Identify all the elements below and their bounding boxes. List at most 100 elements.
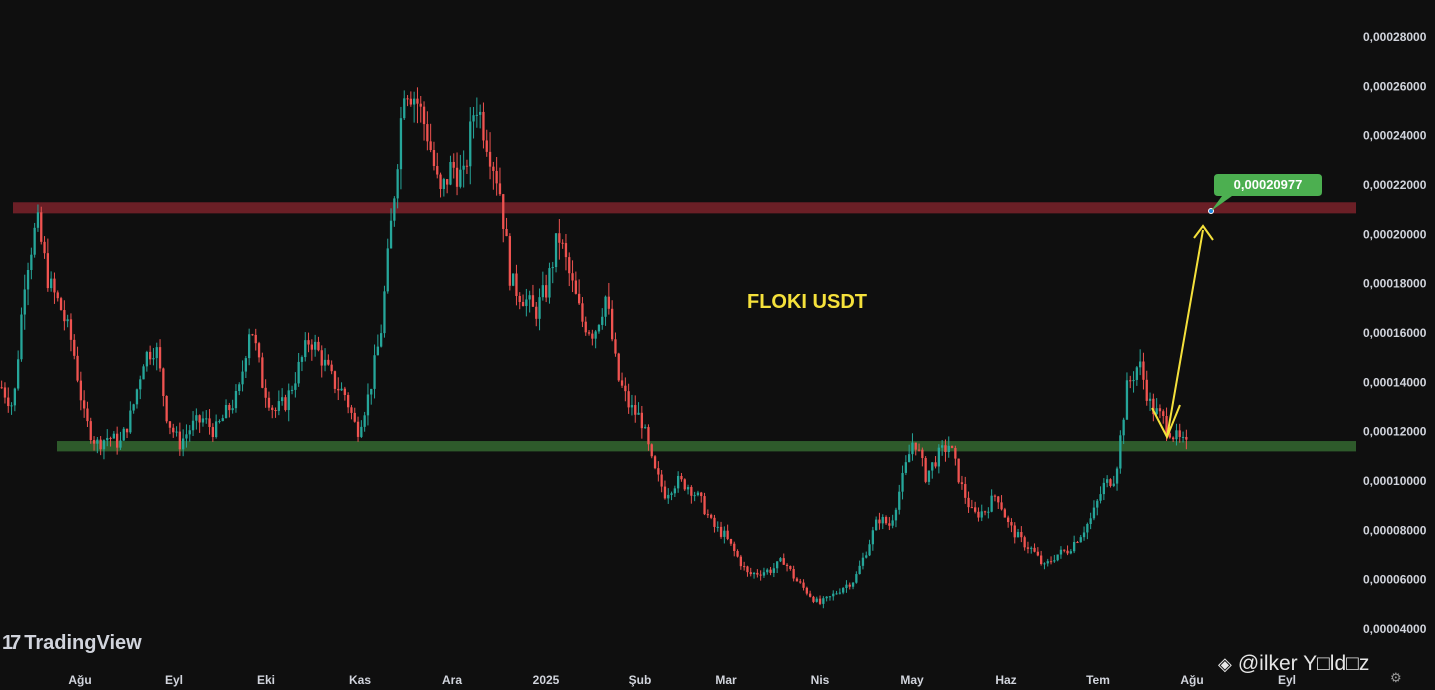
candle-body <box>1086 523 1089 533</box>
candle-body <box>23 289 26 315</box>
candle-body <box>1046 561 1049 564</box>
x-tick-label: Haz <box>995 673 1016 687</box>
candle-body <box>214 421 218 438</box>
candle-body <box>139 379 142 390</box>
candle-body <box>422 106 426 125</box>
x-tick-label: Mar <box>715 673 737 687</box>
candle-body <box>660 474 663 487</box>
y-tick-label: 0,00010000 <box>1363 474 1427 488</box>
candle-body <box>162 368 165 396</box>
candle-body <box>841 588 845 593</box>
candle-body <box>370 388 373 395</box>
candle-body <box>934 462 937 467</box>
candle-body <box>10 405 13 407</box>
candle-body <box>1178 430 1181 437</box>
candle-body <box>102 440 106 450</box>
resistance-zone[interactable] <box>13 202 1356 214</box>
candle-body <box>990 495 993 512</box>
candle-body <box>1112 483 1115 486</box>
candle-body <box>1076 541 1079 543</box>
candle-body <box>1185 436 1188 440</box>
candle-body <box>1135 367 1139 380</box>
candle-body <box>927 470 931 482</box>
candle-body <box>323 359 327 366</box>
candle-body <box>280 397 284 402</box>
candle-body <box>376 346 380 356</box>
candle-body <box>719 526 723 537</box>
candle-body <box>561 242 564 244</box>
candle-body <box>752 572 756 575</box>
candle-body <box>630 405 634 408</box>
y-tick-label: 0,00004000 <box>1363 622 1427 636</box>
candle-body <box>865 555 868 558</box>
x-axis[interactable]: Ağu Eyl Eki Kas Ara 2025 Şub Mar Nis May Haz Tem Ağu… <box>68 673 1296 687</box>
y-tick-label: 0,00022000 <box>1363 178 1427 192</box>
candle-body <box>977 511 980 518</box>
candle-body <box>904 462 908 473</box>
candle-body <box>838 592 842 594</box>
tradingview-logo[interactable]: 17 TradingView <box>2 632 142 655</box>
candle-body <box>274 410 277 412</box>
candle-body <box>148 351 152 360</box>
candle-body <box>1175 430 1178 440</box>
support-zone[interactable] <box>57 441 1356 452</box>
y-axis[interactable]: 0,00004000 0,00006000 0,00008000 0,00010000… <box>1363 30 1427 636</box>
candle-body <box>1138 361 1142 368</box>
candle-body <box>739 556 743 567</box>
candle-body <box>1039 555 1043 564</box>
candle-body <box>406 98 409 100</box>
candle-body <box>693 495 696 497</box>
candle-body <box>548 268 551 298</box>
candle-body <box>307 340 310 345</box>
candle-body <box>799 581 802 583</box>
candle-body <box>964 484 967 498</box>
candle-body <box>782 558 785 565</box>
tradingview-logo-icon: 17 <box>2 632 21 654</box>
candle-body <box>475 114 479 116</box>
chart-title: FLOKI USDT <box>747 291 867 313</box>
candle-body <box>251 334 254 336</box>
candle-body <box>634 405 637 415</box>
candle-body <box>33 227 36 255</box>
x-tick-label: Ağu <box>1180 673 1203 687</box>
candle-body <box>386 248 389 292</box>
candle-body <box>1181 436 1185 438</box>
candle-body <box>1122 419 1125 436</box>
candle-body <box>832 593 835 597</box>
candle-body <box>993 495 997 497</box>
candle-body <box>746 566 749 573</box>
candle-body <box>997 496 1000 503</box>
candle-body <box>723 530 726 537</box>
candle-body <box>445 179 449 185</box>
candle-body <box>73 339 76 356</box>
x-tick-label: Eyl <box>1278 673 1296 687</box>
gear-icon[interactable]: ⚙ <box>1390 670 1402 685</box>
candle-body <box>1109 479 1112 486</box>
x-tick-label: Tem <box>1086 673 1110 687</box>
candle-body <box>772 568 776 573</box>
candle-body <box>785 564 789 567</box>
candle-body <box>1099 494 1102 501</box>
candle-body <box>465 165 469 167</box>
candles-layer <box>0 87 1188 609</box>
candle-body <box>178 431 182 450</box>
candle-body <box>792 569 795 579</box>
candle-body <box>46 253 50 289</box>
candle-body <box>845 584 848 589</box>
candle-body <box>624 385 627 392</box>
candle-body <box>290 389 294 391</box>
candle-body <box>1168 433 1172 438</box>
candle-body <box>66 319 69 322</box>
candle-body <box>287 390 290 411</box>
candle-body <box>436 166 439 175</box>
candle-body <box>432 150 436 167</box>
candle-body <box>350 407 353 413</box>
candle-body <box>1033 547 1036 552</box>
x-tick-label: Ara <box>442 673 462 687</box>
candle-body <box>749 572 752 575</box>
candle-body <box>115 433 119 448</box>
candle-body <box>125 428 129 433</box>
candle-body <box>667 494 670 499</box>
candle-body <box>244 358 248 372</box>
